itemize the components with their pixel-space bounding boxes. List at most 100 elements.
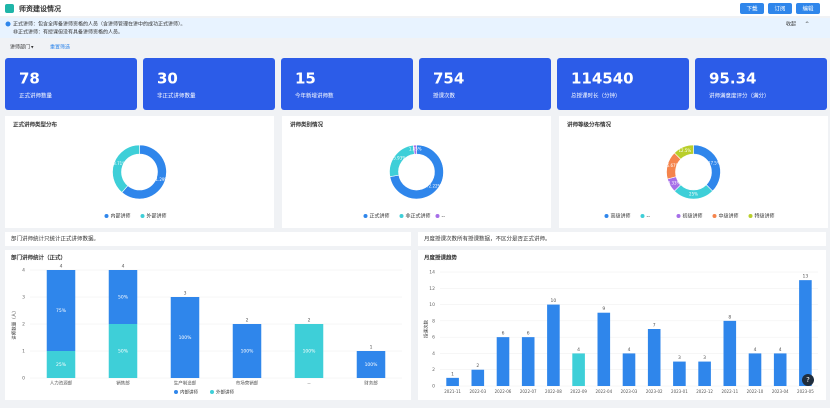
- chart-title: 讲师类别情况: [290, 121, 324, 129]
- x-tick-label: 销售部: [116, 380, 130, 387]
- x-tick-label: 2022-09: [570, 389, 587, 394]
- x-tick-label: 2022-07: [520, 389, 537, 394]
- share-label: 100%: [179, 335, 193, 341]
- collapse-arrow: ^: [805, 22, 809, 28]
- notice-box: [0, 18, 830, 38]
- collapse-link[interactable]: 收起: [786, 21, 796, 28]
- kpi-label: 今年新增讲师数: [295, 92, 334, 100]
- value-label: 7: [653, 323, 656, 329]
- kpi-card: [5, 58, 137, 110]
- legend-label: 外部讲师: [147, 213, 167, 220]
- reset-filter[interactable]: 重置筛选: [50, 44, 70, 51]
- legend-swatch: [104, 214, 109, 218]
- header-button-label: 订阅: [774, 5, 785, 13]
- kpi-card: [695, 58, 827, 110]
- value-label: 10: [551, 298, 557, 304]
- help-icon: ?: [806, 376, 810, 384]
- bar: [496, 337, 510, 386]
- x-tick-label: 2023-04: [772, 389, 789, 394]
- help-button[interactable]: [802, 374, 814, 386]
- kpi-card: [143, 58, 275, 110]
- legend-swatch: [210, 390, 214, 394]
- chart-panel: [559, 116, 828, 228]
- note-panel: [5, 232, 411, 246]
- x-tick-label: 生产制造部: [174, 380, 197, 387]
- note-text: 月度授课次数所有授课数据，不区分是否正式讲师。: [424, 235, 551, 243]
- donut-slice: [389, 144, 444, 200]
- y-tick-label: 2: [432, 367, 435, 373]
- legend-label: 正式讲师: [370, 213, 390, 220]
- total-label: 1: [370, 345, 373, 351]
- x-tick-label: 财务部: [364, 380, 378, 387]
- bar: [597, 312, 611, 386]
- kpi-label: 讲师满意度评分（满分）: [709, 92, 770, 100]
- x-tick-label: 市场营销部: [236, 380, 259, 387]
- legend-label: 高级讲师: [611, 213, 631, 220]
- header-bar: [0, 0, 830, 16]
- legend-label: 内部讲师: [180, 389, 198, 396]
- legend-swatch: [399, 214, 404, 218]
- x-tick-label: 2023-01: [671, 389, 688, 394]
- header-button-label: 编辑: [802, 5, 814, 13]
- note-text: 部门讲师统计只统计正式讲师数据。: [11, 235, 99, 243]
- bar: [572, 353, 585, 386]
- legend-swatch: [712, 214, 717, 218]
- value-label: 9: [602, 306, 605, 312]
- x-tick-label: 人力资源部: [50, 380, 73, 387]
- header-button[interactable]: [740, 3, 764, 14]
- share-label: 100%: [303, 349, 317, 355]
- bar-segment: [46, 351, 76, 378]
- y-tick-label: 4: [432, 351, 435, 357]
- info-icon: [5, 21, 11, 27]
- x-tick-label: 2022-04: [595, 389, 612, 394]
- value-label: 8: [728, 314, 731, 320]
- bar-segment: [46, 270, 76, 351]
- x-tick-label: 2022-03: [469, 389, 486, 394]
- chart-panel: [282, 116, 551, 228]
- legend-swatch: [435, 214, 440, 218]
- kpi-card: [419, 58, 551, 110]
- header-button-label: 下载: [746, 5, 758, 13]
- y-tick-label: 0: [22, 376, 25, 382]
- value-label: 3: [703, 355, 706, 361]
- bar: [748, 353, 762, 386]
- bar: [622, 353, 636, 386]
- header-button[interactable]: [796, 3, 820, 14]
- y-tick-label: 2: [22, 322, 25, 328]
- y-tick-label: 4: [22, 268, 25, 274]
- legend-label: 特级讲师: [755, 213, 775, 220]
- chart-title: 正式讲师类型分布: [13, 121, 58, 129]
- y-axis-label: 授课次数: [423, 320, 430, 338]
- slice-label: 8.33%: [668, 180, 681, 185]
- bar-segment: [356, 351, 386, 378]
- legend-label: 内部讲师: [111, 213, 131, 220]
- header-button[interactable]: [768, 3, 792, 14]
- chart-title: 部门讲师统计（正式）: [11, 254, 66, 262]
- slice-label: 12.5%: [679, 148, 692, 153]
- total-label: 4: [122, 264, 125, 270]
- x-tick-label: 2023-02: [646, 389, 663, 394]
- legend-label: 初级讲师: [683, 213, 703, 220]
- kpi-value: 15: [295, 70, 316, 88]
- kpi-label: 正式讲师数量: [19, 92, 53, 100]
- y-tick-label: 12: [429, 286, 435, 292]
- bar: [547, 304, 560, 386]
- chart-title: 讲师等级分布情况: [567, 121, 612, 129]
- x-tick-label: --: [307, 382, 311, 387]
- bar: [647, 329, 661, 386]
- donut-slice: [673, 144, 694, 160]
- x-tick-label: 2022-11: [721, 389, 738, 394]
- notice-line: 正式讲师：包含全库备讲师资格的人员（含讲师管理在讲中的成功正式讲师）。: [13, 21, 186, 28]
- donut-slice: [413, 144, 417, 155]
- slice-label: 72.22%: [426, 183, 441, 188]
- app-icon: [5, 4, 14, 13]
- bar-segment: [232, 324, 262, 378]
- bar: [723, 320, 737, 386]
- legend-swatch: [640, 214, 645, 218]
- filter-dropdown[interactable]: 讲师部门: [10, 44, 30, 51]
- slice-label: 1.85%: [409, 147, 422, 152]
- kpi-label: 非正式讲师数量: [157, 92, 196, 100]
- legend-swatch: [604, 214, 609, 218]
- bar: [471, 369, 485, 386]
